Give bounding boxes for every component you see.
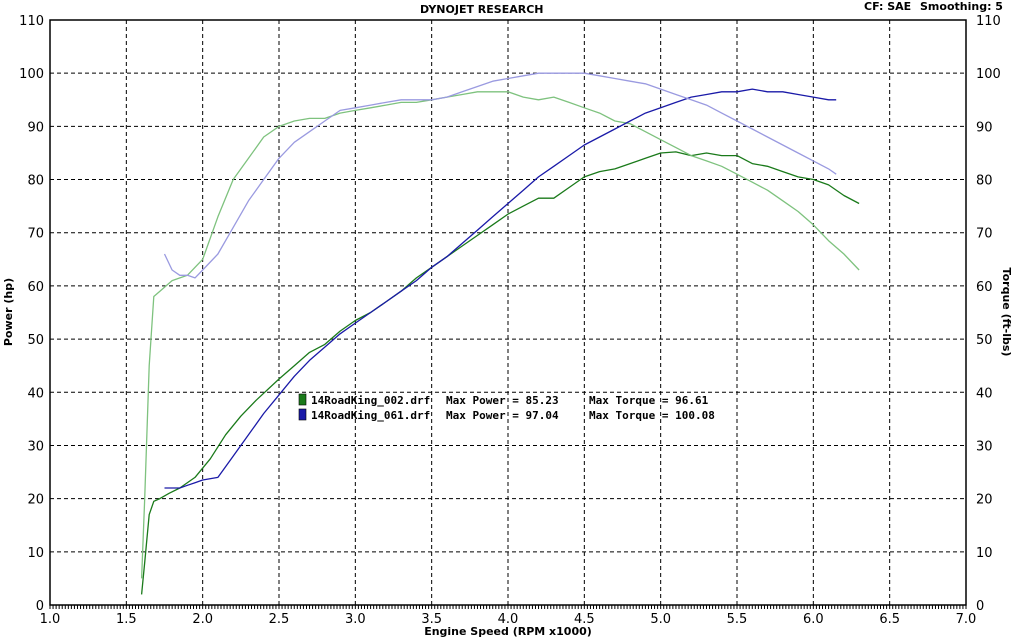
y-tick-label-left: 30 [27, 439, 44, 454]
y-tick-label-right: 30 [976, 439, 993, 454]
x-tick-label: 5.0 [650, 612, 671, 627]
y-tick-label-left: 40 [27, 386, 44, 401]
x-tick-label: 6.0 [803, 612, 824, 627]
x-tick-label: 4.0 [498, 612, 519, 627]
x-tick-label: 2.0 [192, 612, 213, 627]
y-tick-label-right: 100 [976, 67, 1001, 82]
grid [50, 20, 966, 605]
y-axis-right-label: Torque (ft-lbs) [1000, 268, 1013, 357]
series-line [164, 88, 837, 489]
x-tick-label: 1.5 [116, 612, 137, 627]
x-tick-label: 7.0 [956, 612, 977, 627]
x-axis-ticks: 1.0 1.5 2.0 2.5 3.0 3.5 4.0 4.5 5.0 5.5 6.0 6.5 7.0 [40, 612, 977, 627]
x-tick-label: 4.5 [574, 612, 595, 627]
y-tick-label-left: 20 [27, 493, 44, 508]
y-tick-label-right: 90 [976, 120, 993, 135]
plot-border [49, 19, 967, 606]
y-tick-label-right: 0 [976, 599, 984, 614]
y-tick-label-left: 10 [27, 546, 44, 561]
series-line [140, 151, 860, 595]
legend-max-power: Max Power = 85.23 [446, 394, 559, 407]
x-tick-label: 2.5 [269, 612, 290, 627]
series-group [140, 72, 860, 595]
y-tick-label-left: 0 [36, 599, 44, 614]
y-axis-right-ticks: 0 10 20 30 40 50 60 70 80 90 100 110 [976, 14, 1001, 614]
y-tick-label-left: 90 [27, 120, 44, 135]
x-tick-label: 5.5 [727, 612, 748, 627]
legend-max-torque: Max Torque = 96.61 [589, 394, 709, 407]
y-tick-label-right: 70 [976, 227, 993, 242]
y-tick-label-left: 80 [27, 174, 44, 189]
legend-max-torque: Max Torque = 100.08 [589, 409, 715, 422]
legend-max-power: Max Power = 97.04 [446, 409, 559, 422]
legend-file-name: 14RoadKing_002.drf [311, 394, 430, 407]
legend-file-name: 14RoadKing_061.drf [311, 409, 430, 422]
y-tick-label-left: 110 [19, 14, 44, 29]
y-axis-left-ticks: 0 10 20 30 40 50 60 70 80 90 100 110 [19, 14, 44, 614]
y-tick-label-left: 100 [19, 67, 44, 82]
y-axis-left-label: Power (hp) [2, 278, 15, 346]
series-line [140, 91, 860, 579]
legend-swatch [298, 408, 307, 421]
y-tick-label-right: 20 [976, 493, 993, 508]
y-tick-label-left: 70 [27, 227, 44, 242]
x-axis-label: Engine Speed (RPM x1000) [424, 625, 592, 637]
x-tick-label: 3.5 [421, 612, 442, 627]
y-tick-label-right: 80 [976, 174, 993, 189]
y-tick-label-left: 50 [27, 333, 44, 348]
legend: 14RoadKing_002.drf Max Power = 85.23 Max T… [298, 393, 715, 422]
legend-swatch [298, 393, 307, 406]
y-tick-label-right: 10 [976, 546, 993, 561]
cf-label: CF: SAE [864, 0, 912, 13]
y-tick-label-right: 40 [976, 386, 993, 401]
series-line [163, 72, 837, 279]
x-tick-label: 1.0 [40, 612, 61, 627]
x-tick-label: 3.0 [345, 612, 366, 627]
y-tick-label-right: 50 [976, 333, 993, 348]
y-tick-label-right: 60 [976, 280, 993, 295]
y-tick-label-right: 110 [976, 14, 1001, 29]
x-tick-label: 6.5 [879, 612, 900, 627]
chart-title: DYNOJET RESEARCH [420, 3, 544, 16]
smoothing-label: Smoothing: 5 [920, 0, 1003, 13]
plot-frame [49, 19, 967, 609]
y-tick-label-left: 60 [27, 280, 44, 295]
